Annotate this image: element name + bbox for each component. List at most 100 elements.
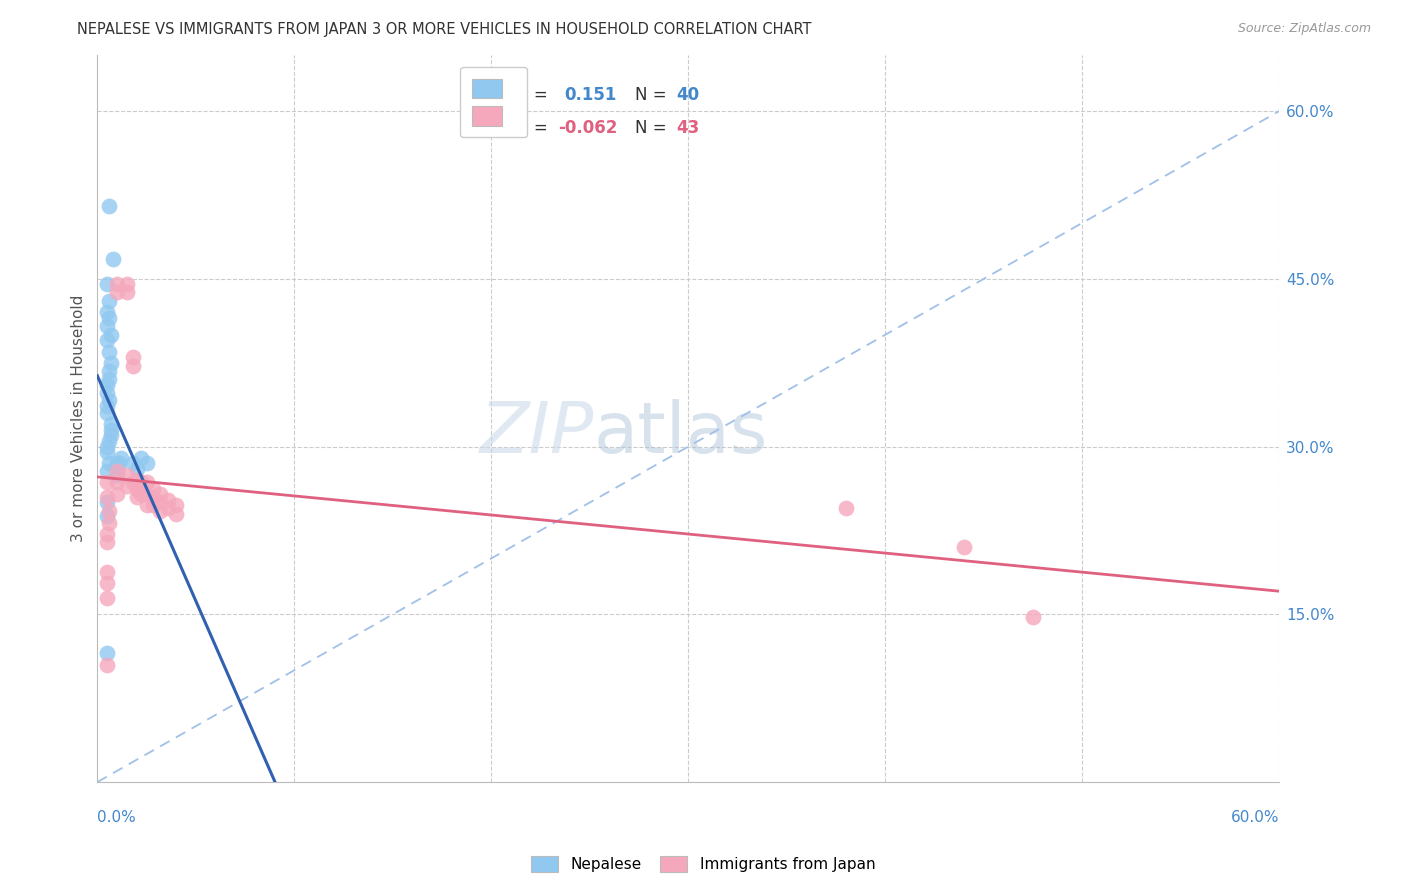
Point <box>115 285 138 300</box>
Point <box>157 501 180 516</box>
Legend: Nepalese, Immigrants from Japan: Nepalese, Immigrants from Japan <box>523 848 883 880</box>
Point <box>100 356 122 370</box>
Text: Source: ZipAtlas.com: Source: ZipAtlas.com <box>1237 22 1371 36</box>
Point <box>125 482 148 496</box>
Point <box>98 294 121 309</box>
Point <box>105 459 128 474</box>
Point <box>165 507 187 521</box>
Point <box>149 495 172 509</box>
Text: ZIP: ZIP <box>479 399 593 467</box>
Point <box>96 657 118 672</box>
Point <box>98 199 121 213</box>
Point <box>121 475 143 490</box>
Point <box>96 378 118 392</box>
Point <box>96 445 118 459</box>
Point <box>105 277 128 292</box>
Point <box>125 490 148 504</box>
Point <box>100 423 122 437</box>
Point <box>105 285 128 300</box>
Point <box>101 252 124 266</box>
Point <box>96 534 118 549</box>
Point <box>96 305 118 319</box>
Point <box>157 493 180 508</box>
Y-axis label: 3 or more Vehicles in Household: 3 or more Vehicles in Household <box>72 295 86 542</box>
Point <box>165 498 187 512</box>
Point <box>121 456 143 470</box>
Text: 40: 40 <box>676 87 700 104</box>
Point <box>96 490 118 504</box>
Point <box>105 456 128 470</box>
Point <box>96 495 118 509</box>
Point <box>96 565 118 579</box>
Text: 0.0%: 0.0% <box>97 810 136 825</box>
Point <box>108 456 131 470</box>
Point <box>105 464 128 478</box>
Point <box>96 576 118 591</box>
Point <box>125 462 148 476</box>
Point <box>953 540 976 554</box>
Point <box>96 647 118 661</box>
Point <box>96 526 118 541</box>
Text: NEPALESE VS IMMIGRANTS FROM JAPAN 3 OR MORE VEHICLES IN HOUSEHOLD CORRELATION CH: NEPALESE VS IMMIGRANTS FROM JAPAN 3 OR M… <box>77 22 811 37</box>
Point <box>105 475 128 490</box>
Point <box>105 486 128 500</box>
Point <box>105 462 128 476</box>
Point <box>135 456 157 470</box>
Point <box>96 277 118 292</box>
Point <box>105 462 128 476</box>
Point <box>1022 609 1045 624</box>
Point <box>96 385 118 400</box>
Text: R =: R = <box>517 119 548 136</box>
Point <box>141 498 163 512</box>
Point <box>135 475 157 490</box>
Text: 60.0%: 60.0% <box>1230 810 1279 825</box>
Point <box>121 359 143 373</box>
Point <box>125 473 148 487</box>
Point <box>98 504 121 518</box>
Point <box>96 406 118 420</box>
Point <box>98 434 121 448</box>
Point <box>100 327 122 342</box>
Point <box>121 350 143 364</box>
Point <box>98 392 121 407</box>
Point <box>96 508 118 523</box>
Point <box>835 501 858 516</box>
Point <box>96 464 118 478</box>
Text: R =: R = <box>517 87 548 104</box>
Point <box>98 372 121 386</box>
Point <box>96 440 118 454</box>
Point <box>110 450 132 465</box>
Point <box>141 482 163 496</box>
Point <box>96 318 118 333</box>
Point <box>98 363 121 377</box>
Point <box>135 498 157 512</box>
Point <box>98 516 121 530</box>
Point <box>98 310 121 325</box>
Text: 0.151: 0.151 <box>564 87 617 104</box>
Text: 43: 43 <box>676 119 700 136</box>
Point <box>135 486 157 500</box>
Point <box>105 467 128 482</box>
Point <box>149 504 172 518</box>
Text: -0.062: -0.062 <box>558 119 617 136</box>
Point <box>115 467 138 482</box>
Point <box>100 428 122 442</box>
Point <box>96 399 118 413</box>
Point <box>129 450 152 465</box>
Point <box>129 475 152 490</box>
Text: N =: N = <box>636 87 666 104</box>
Text: N =: N = <box>636 119 666 136</box>
Point <box>100 417 122 432</box>
Legend: , : , <box>460 67 527 137</box>
Point <box>141 490 163 504</box>
Point <box>98 344 121 359</box>
Point <box>96 591 118 605</box>
Point <box>129 486 152 500</box>
Text: atlas: atlas <box>593 399 768 467</box>
Point <box>96 475 118 490</box>
Point <box>115 479 138 493</box>
Point <box>96 334 118 348</box>
Point <box>98 456 121 470</box>
Point <box>115 277 138 292</box>
Point <box>149 486 172 500</box>
